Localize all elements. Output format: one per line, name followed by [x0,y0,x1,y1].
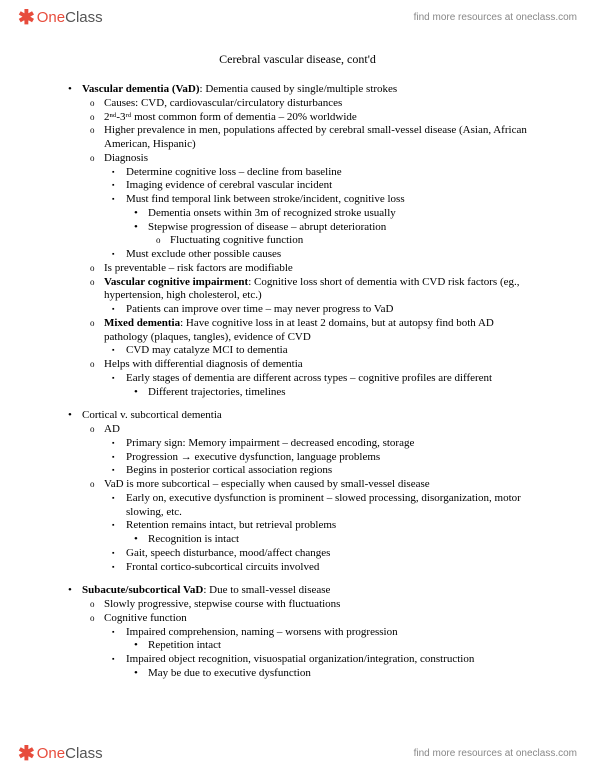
list-item: Recognition is intact [126,533,535,547]
brand-text: OneClass [37,9,103,26]
list-item: Primary sign: Memory impairment – decrea… [104,437,535,451]
list-item: Early on, executive dysfunction is promi… [104,492,535,520]
heading-vad: Vascular dementia (VaD) [82,83,200,95]
list-item: Stepwise progression of disease – abrupt… [126,221,535,249]
list-item: Cognitive function Impaired comprehensio… [82,612,535,681]
list-item: Helps with differential diagnosis of dem… [82,358,535,399]
list-item: Progression → executive dysfunction, lan… [104,451,535,465]
header-bar: ✱ OneClass find more resources at onecla… [0,0,595,34]
list-item: May be due to executive dysfunction [126,667,535,681]
section-cortical: Cortical v. subcortical dementia AD Prim… [60,409,535,574]
list-item: Must find temporal link between stroke/i… [104,193,535,248]
document-body: Cerebral vascular disease, cont'd Vascul… [0,34,595,723]
list-item: Diagnosis Determine cognitive loss – dec… [82,152,535,262]
list-item: Early stages of dementia are different a… [104,372,535,400]
list-item: Different trajectories, timelines [126,386,535,400]
list-item: Retention remains intact, but retrieval … [104,519,535,547]
heading-vad-desc: : Dementia caused by single/multiple str… [200,83,398,95]
list-item: Frontal cortico-subcortical circuits inv… [104,561,535,575]
list-item: Mixed dementia: Have cognitive loss in a… [82,317,535,358]
brand-logo-footer: ✱ OneClass [18,741,103,766]
page-title: Cerebral vascular disease, cont'd [60,52,535,67]
list-item: CVD may catalyze MCI to dementia [104,344,535,358]
header-tagline: find more resources at oneclass.com [414,12,577,23]
list-item: Higher prevalence in men, populations af… [82,124,535,152]
heading-cortical: Cortical v. subcortical dementia [82,409,222,421]
list-item: Must exclude other possible causes [104,248,535,262]
list-item: Causes: CVD, cardiovascular/circulatory … [82,97,535,111]
brand-logo: ✱ OneClass [18,5,103,30]
list-item: VaD is more subcortical – especially whe… [82,478,535,574]
list-item: Vascular cognitive impairment: Cognitive… [82,276,535,317]
list-item: Impaired object recognition, visuospatia… [104,653,535,681]
list-item: Fluctuating cognitive function [148,234,535,248]
list-item: 2ⁿᵈ-3ʳᵈ most common form of dementia – 2… [82,111,535,125]
footer-tagline: find more resources at oneclass.com [414,748,577,759]
list-item: Patients can improve over time – may nev… [104,303,535,317]
brand-text: OneClass [37,745,103,762]
list-item: AD Primary sign: Memory impairment – dec… [82,423,535,478]
section-vad: Vascular dementia (VaD): Dementia caused… [60,83,535,399]
section-subacute: Subacute/subcortical VaD: Due to small-v… [60,584,535,680]
list-item: Repetition intact [126,639,535,653]
footer-bar: ✱ OneClass find more resources at onecla… [0,736,595,770]
list-item: Is preventable – risk factors are modifi… [82,262,535,276]
list-item: Gait, speech disturbance, mood/affect ch… [104,547,535,561]
list-item: Dementia onsets within 3m of recognized … [126,207,535,221]
heading-subacute: Subacute/subcortical VaD [82,584,203,596]
heading-subacute-desc: : Due to small-vessel disease [203,584,330,596]
outline-root: Vascular dementia (VaD): Dementia caused… [60,83,535,681]
list-item: Determine cognitive loss – decline from … [104,166,535,180]
list-item: Impaired comprehension, naming – worsens… [104,626,535,654]
logo-icon: ✱ [18,741,35,766]
list-item: Begins in posterior cortical association… [104,464,535,478]
list-item: Slowly progressive, stepwise course with… [82,598,535,612]
logo-icon: ✱ [18,5,35,30]
list-item: Imaging evidence of cerebral vascular in… [104,179,535,193]
